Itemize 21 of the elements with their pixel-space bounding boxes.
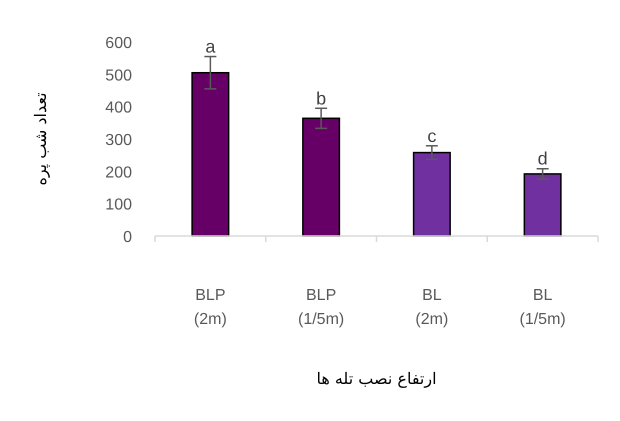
x-tick-label: BLP (1/5m) [298,287,344,328]
bar [191,72,230,237]
x-tick-label: BL (1/5m) [520,287,566,328]
y-tick-label: 500 [105,67,132,84]
x-axis-title: ارتفاع نصب تله ها [316,369,437,388]
annotation: d [538,148,548,169]
annotation: c [427,126,436,146]
y-tick-label: 200 [105,164,132,182]
annotation: b [316,88,326,108]
annotation: a [205,36,216,57]
x-tick-label: BLP (2m) [194,287,227,328]
bar [524,173,562,237]
y-tick-label: 300 [105,132,132,149]
bar [302,118,340,237]
x-tick-label: BL (2m) [415,287,448,328]
y-tick-label: 100 [105,196,132,214]
y-tick-label: 600 [105,35,132,52]
y-tick-label: 0 [123,229,132,246]
y-tick-label: 400 [105,100,132,117]
y-axis-title: تعداد شب پره [31,92,50,186]
bar [412,152,451,237]
